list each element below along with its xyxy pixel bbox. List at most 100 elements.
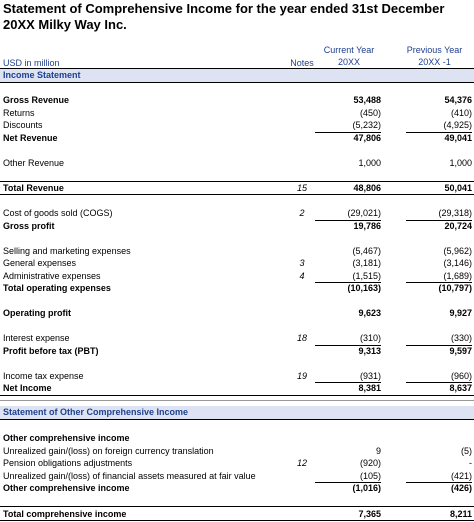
row-label: Net Income	[3, 383, 52, 393]
row-previous-value: 50,041	[444, 183, 472, 193]
row-label: Total operating expenses	[3, 283, 111, 293]
statement-row: Net Income 8,381 8,637	[0, 382, 474, 394]
other-comprehensive-band: Statement of Other Comprehensive Income	[0, 406, 474, 419]
row-note: 19	[296, 371, 307, 381]
header-rule	[0, 68, 474, 69]
row-label: Pension obligations adjustments	[3, 458, 133, 468]
income-statement-band: Income Statement	[0, 69, 474, 82]
statement-row: Returns (450) (410)	[0, 107, 474, 119]
row-label: Total Revenue	[3, 183, 64, 193]
row-current-value: 9	[375, 446, 381, 456]
row-label: Other comprehensive income	[3, 433, 130, 443]
row-current-value: (5,467)	[352, 246, 381, 256]
subtotal-rule-current	[315, 382, 381, 383]
row-label: Other Revenue	[3, 158, 65, 168]
statement-row: Total comprehensive income 7,365 8,211	[0, 508, 474, 520]
row-previous-value: -	[469, 458, 472, 468]
row-previous-value: 9,597	[449, 346, 472, 356]
row-previous-value: 8,637	[449, 383, 472, 393]
row-previous-value: 9,927	[449, 308, 472, 318]
row-label: Total comprehensive income	[3, 509, 127, 519]
section-divider	[0, 400, 474, 401]
statement-row: Gross Revenue 53,488 54,376	[0, 94, 474, 106]
total-rule	[0, 506, 474, 507]
other-comprehensive-heading: Statement of Other Comprehensive Income	[3, 407, 189, 417]
previous-year-header-line1: Previous Year	[406, 45, 463, 55]
row-current-value: (920)	[359, 458, 381, 468]
statement-row: Gross profit 19,786 20,724	[0, 220, 474, 232]
row-label: Cost of goods sold (COGS)	[3, 208, 113, 218]
row-label: Other comprehensive income	[3, 483, 130, 493]
row-label: Unrealized gain/(loss) on foreign curren…	[3, 446, 214, 456]
row-current-value: (3,181)	[352, 258, 381, 268]
row-current-value: (105)	[359, 471, 381, 481]
row-previous-value: (10,797)	[438, 283, 472, 293]
row-current-value: (931)	[359, 371, 381, 381]
row-current-value: (310)	[359, 333, 381, 343]
statement-row: Profit before tax (PBT) 9,313 9,597	[0, 345, 474, 357]
total-underline	[0, 395, 474, 396]
row-current-value: 47,806	[353, 133, 381, 143]
row-previous-value: 49,041	[444, 133, 472, 143]
statement-row: Discounts (5,232) (4,925)	[0, 119, 474, 131]
row-current-value: 9,623	[358, 308, 381, 318]
row-note: 3	[299, 258, 305, 268]
row-label: Administrative expenses	[3, 271, 101, 281]
band-rule-2	[0, 419, 474, 420]
row-label: Profit before tax (PBT)	[3, 346, 99, 356]
row-note: 12	[296, 458, 307, 468]
row-note: 18	[296, 333, 307, 343]
statement-row: Pension obligations adjustments 12 (920) -	[0, 457, 474, 469]
notes-header: Notes	[290, 58, 314, 68]
subtotal-rule-current	[315, 282, 381, 283]
statement-row: Income tax expense 19 (931) (960)	[0, 370, 474, 382]
subtotal-rule-previous	[406, 382, 472, 383]
statement-row: General expenses 3 (3,181) (3,146)	[0, 257, 474, 269]
row-label: Returns	[3, 108, 35, 118]
row-note: 4	[299, 271, 305, 281]
row-current-value: 53,488	[353, 95, 381, 105]
total-underline	[0, 520, 474, 521]
statement-row: Administrative expenses 4 (1,515) (1,689)	[0, 270, 474, 282]
row-previous-value: 20,724	[444, 221, 472, 231]
band-rule	[0, 82, 474, 83]
row-previous-value: (1,689)	[443, 271, 472, 281]
row-label: Unrealized gain/(loss) of financial asse…	[3, 471, 256, 481]
statement-row: Cost of goods sold (COGS) 2 (29,021) (29,31…	[0, 207, 474, 219]
row-label: Net Revenue	[3, 133, 58, 143]
total-underline	[0, 194, 474, 195]
current-year-header-line2: 20XX	[337, 57, 361, 67]
row-current-value: 7,365	[358, 509, 381, 519]
row-label: Operating profit	[3, 308, 71, 318]
row-label: Discounts	[3, 120, 43, 130]
statement-row: Other comprehensive income	[0, 432, 474, 444]
unit-label: USD in million	[3, 58, 60, 68]
row-current-value: 8,381	[358, 383, 381, 393]
row-current-value: (10,163)	[347, 283, 381, 293]
subtotal-rule-current	[315, 482, 381, 483]
previous-year-header-line2: 20XX -1	[418, 57, 451, 67]
row-current-value: (1,016)	[352, 483, 381, 493]
subtotal-rule-previous	[406, 282, 472, 283]
row-current-value: (450)	[359, 108, 381, 118]
row-current-value: (1,515)	[352, 271, 381, 281]
row-previous-value: (29,318)	[438, 208, 472, 218]
statement-row: Other Revenue 1,000 1,000	[0, 157, 474, 169]
row-previous-value: (426)	[450, 483, 472, 493]
subtotal-rule-current	[315, 132, 381, 133]
row-previous-value: (421)	[450, 471, 472, 481]
row-label: Interest expense	[3, 333, 70, 343]
current-year-header-line1: Current Year	[323, 45, 375, 55]
row-current-value: 19,786	[353, 221, 381, 231]
row-current-value: 1,000	[358, 158, 381, 168]
row-current-value: (5,232)	[352, 120, 381, 130]
row-previous-value: (330)	[450, 333, 472, 343]
statement-row: Unrealized gain/(loss) of financial asse…	[0, 470, 474, 482]
row-current-value: (29,021)	[347, 208, 381, 218]
row-previous-value: (4,925)	[443, 120, 472, 130]
statement-row: Other comprehensive income (1,016) (426)	[0, 482, 474, 494]
statement-row: Operating profit 9,623 9,927	[0, 307, 474, 319]
row-label: Selling and marketing expenses	[3, 246, 131, 256]
statement-title: Statement of Comprehensive Income for th…	[3, 1, 445, 32]
row-label: General expenses	[3, 258, 77, 268]
